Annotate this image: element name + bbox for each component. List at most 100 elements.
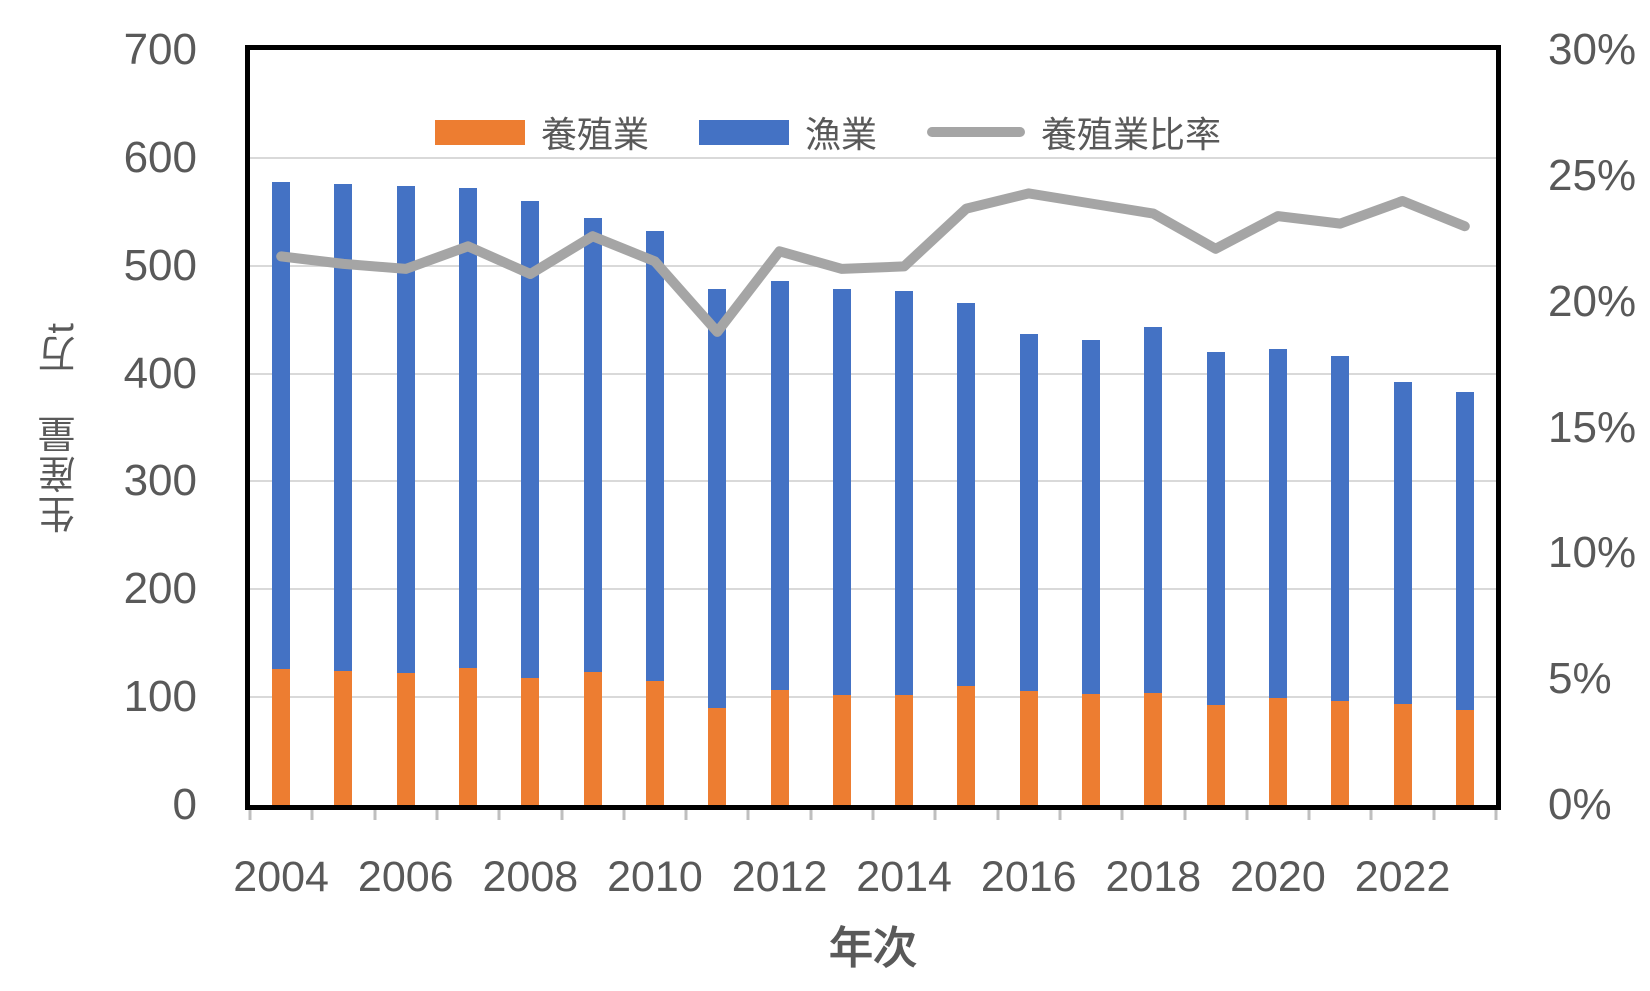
bar-2015 xyxy=(957,303,976,805)
x-axis-tick-2018: 2018 xyxy=(1105,853,1202,901)
bar-segment-aquaculture-2012 xyxy=(770,689,789,805)
bar-segment-aquaculture-2008 xyxy=(521,677,540,805)
bar-segment-fishery-2019 xyxy=(1206,352,1225,705)
ratio-line-layer xyxy=(276,188,1470,337)
x-axis-title: 年次 xyxy=(829,924,917,973)
y-axis-left-tick-labels: 700 600 500 400 300 200 100 0 xyxy=(0,25,197,829)
x-axis-tick-mark xyxy=(373,806,377,820)
x-axis-tick-mark xyxy=(1494,806,1498,820)
legend-label-aquaculture-ratio: 養殖業比率 xyxy=(1041,114,1222,155)
bar-2022 xyxy=(1393,382,1412,805)
x-axis-tick-2012: 2012 xyxy=(731,853,828,901)
y-axis-left-tick-600: 600 xyxy=(123,132,197,182)
legend: 養殖業 漁業 養殖業比率 xyxy=(435,107,1221,157)
y-axis-right-tick-15%: 15% xyxy=(1548,402,1637,452)
bar-segment-aquaculture-2005 xyxy=(334,671,353,805)
bar-segment-aquaculture-2004 xyxy=(272,669,291,805)
y-axis-left-tick-300: 300 xyxy=(123,456,197,506)
gridline-400 xyxy=(250,372,1496,375)
legend-item-fishery: 漁業 xyxy=(699,106,877,158)
x-axis-tick-mark xyxy=(560,806,563,820)
bar-segment-fishery-2006 xyxy=(396,185,415,674)
y-axis-right-tick-30%: 30% xyxy=(1548,25,1637,74)
x-axis-tick-mark xyxy=(1183,806,1186,820)
bar-segment-aquaculture-2017 xyxy=(1082,693,1101,805)
gridline-100 xyxy=(250,696,1496,699)
x-axis-tick-mark xyxy=(1432,806,1436,820)
bar-2014 xyxy=(895,290,914,805)
legend-item-aquaculture: 養殖業 xyxy=(435,106,649,158)
bar-segment-aquaculture-2023 xyxy=(1455,710,1474,805)
y-axis-right-tick-0%: 0% xyxy=(1548,780,1612,829)
bar-2005 xyxy=(334,183,353,805)
bar-2012 xyxy=(770,280,789,805)
x-axis-tick-2008: 2008 xyxy=(482,853,579,901)
gridline-300 xyxy=(250,480,1496,483)
bar-segment-fishery-2016 xyxy=(1019,333,1038,691)
x-axis-tick-mark xyxy=(809,806,813,820)
bar-2021 xyxy=(1331,356,1350,805)
bar-segment-fishery-2014 xyxy=(895,290,914,695)
y-axis-right-tick-25%: 25% xyxy=(1548,150,1637,200)
bar-2023 xyxy=(1455,391,1474,805)
x-axis-tick-mark xyxy=(248,806,252,820)
bar-segment-fishery-2007 xyxy=(459,188,478,669)
y-axis-left-tick-200: 200 xyxy=(123,564,197,614)
x-axis-tick-mark xyxy=(1058,806,1062,820)
x-axis-tick-2022: 2022 xyxy=(1354,853,1451,901)
fishery-swatch xyxy=(699,119,790,145)
bar-segment-aquaculture-2014 xyxy=(895,695,914,805)
bar-segment-aquaculture-2018 xyxy=(1144,692,1163,805)
y-axis-right-tick-10%: 10% xyxy=(1548,528,1637,578)
bar-segment-aquaculture-2007 xyxy=(459,668,478,805)
bar-2017 xyxy=(1082,340,1101,805)
bar-2018 xyxy=(1144,327,1163,805)
y-axis-left-tick-400: 400 xyxy=(123,348,197,398)
y-axis-right-tick-5%: 5% xyxy=(1548,654,1612,704)
y-axis-right-tick-20%: 20% xyxy=(1548,276,1637,326)
bar-2009 xyxy=(583,218,602,805)
aquaculture-ratio-line-swatch xyxy=(927,127,1026,137)
x-axis-tick-2004: 2004 xyxy=(233,853,329,901)
bar-2013 xyxy=(832,289,851,805)
bar-segment-fishery-2004 xyxy=(272,181,291,670)
bar-2007 xyxy=(459,188,478,805)
bar-segment-fishery-2012 xyxy=(770,280,789,690)
legend-label-aquaculture: 養殖業 xyxy=(541,114,650,155)
aquaculture-ratio-line xyxy=(276,188,1470,337)
x-axis-tick-2016: 2016 xyxy=(980,853,1077,901)
bar-segment-aquaculture-2013 xyxy=(832,695,851,805)
bar-segment-aquaculture-2022 xyxy=(1393,703,1412,805)
bar-segment-fishery-2023 xyxy=(1455,391,1474,711)
bar-segment-fishery-2020 xyxy=(1268,348,1287,699)
bar-2019 xyxy=(1206,352,1225,805)
x-axis-tick-mark xyxy=(497,806,501,820)
y-axis-right-tick-labels: 30% 25% 20% 15% 10% 5% 0% xyxy=(1548,25,1648,829)
x-axis-tick-mark xyxy=(746,806,750,820)
x-axis-tick-mark xyxy=(1369,806,1373,820)
y-axis-left-tick-100: 100 xyxy=(123,672,197,722)
y-axis-left-tick-500: 500 xyxy=(123,240,197,290)
bar-segment-fishery-2015 xyxy=(957,303,976,687)
legend-label-fishery: 漁業 xyxy=(805,114,878,155)
y-axis-left-tick-0: 0 xyxy=(172,780,197,829)
bar-segment-aquaculture-2021 xyxy=(1331,701,1350,805)
bar-segment-aquaculture-2010 xyxy=(645,680,664,805)
bar-2011 xyxy=(708,289,727,805)
bar-segment-aquaculture-2020 xyxy=(1268,698,1287,805)
x-axis-tick-mark xyxy=(310,806,314,820)
bar-segment-fishery-2018 xyxy=(1144,327,1163,693)
x-axis-tick-mark xyxy=(1120,806,1124,820)
plot-area: 養殖業 漁業 養殖業比率 xyxy=(250,50,1496,805)
x-axis-tick-mark xyxy=(1245,806,1249,820)
x-axis-tick-mark xyxy=(1307,806,1311,820)
x-axis-tick-labels: 2004 2006 2008 2010 2012 2014 2016 2018 2020 2022 xyxy=(233,853,1496,903)
x-axis-tick-mark xyxy=(435,806,439,820)
x-axis-tick-2006: 2006 xyxy=(357,853,454,901)
bar-segment-fishery-2017 xyxy=(1082,340,1101,694)
bar-segment-aquaculture-2009 xyxy=(583,672,602,805)
x-axis-tick-mark xyxy=(933,806,937,820)
bar-segment-fishery-2010 xyxy=(645,231,664,681)
x-axis-tick-2014: 2014 xyxy=(856,853,952,901)
